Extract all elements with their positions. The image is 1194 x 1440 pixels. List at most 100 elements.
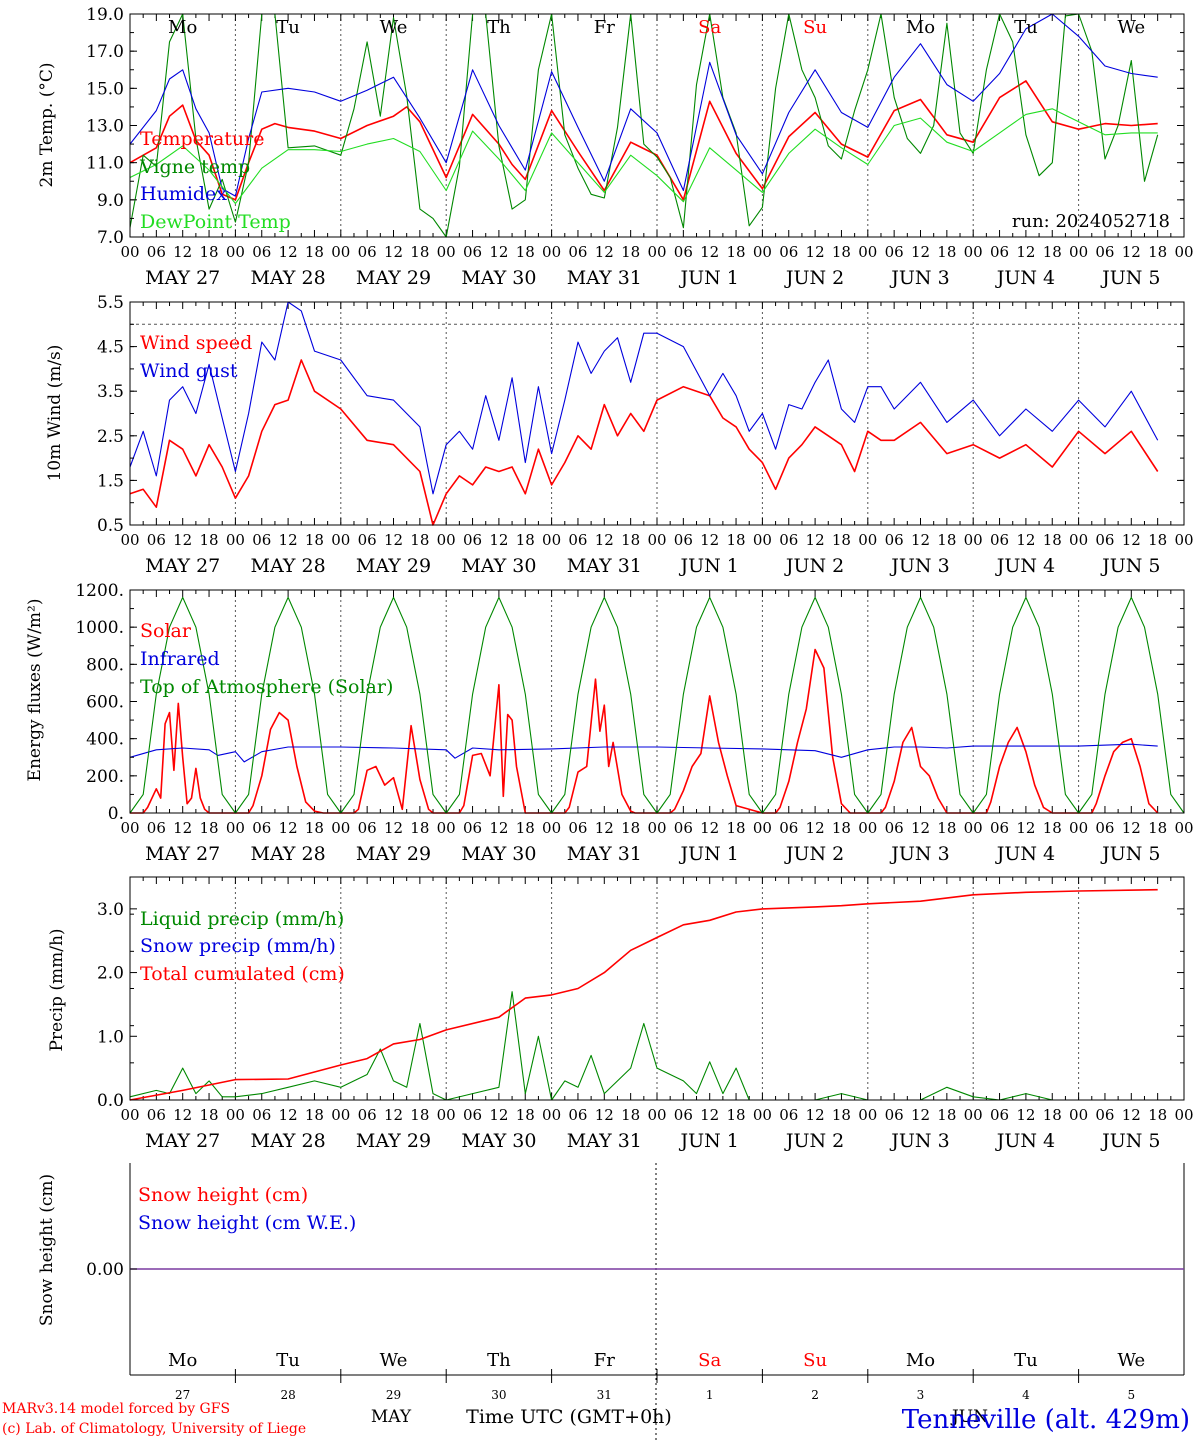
hour-tick-label: 12 <box>384 819 403 837</box>
hour-tick-label: 00 <box>964 243 983 261</box>
hour-tick-label: 12 <box>173 243 192 261</box>
hour-tick-label: 06 <box>674 243 693 261</box>
hour-tick-label: 12 <box>595 531 614 549</box>
date-label: JUN 3 <box>889 267 949 289</box>
date-label: JUN 2 <box>784 843 844 865</box>
hour-tick-label: 00 <box>331 243 350 261</box>
hour-tick-label: 06 <box>885 819 904 837</box>
hour-tick-label: 12 <box>384 1106 403 1124</box>
hour-tick-label: 18 <box>727 819 746 837</box>
hour-tick-label: 18 <box>305 1106 324 1124</box>
hour-tick-label: 00 <box>437 531 456 549</box>
hour-tick-label: 00 <box>753 1106 772 1124</box>
weekday-label: We <box>380 17 408 38</box>
temperature-ylabel: 2m Temp. (°C) <box>37 62 57 187</box>
hour-tick-label: 12 <box>806 1106 825 1124</box>
date-label: JUN 5 <box>1100 555 1160 577</box>
date-label: MAY 28 <box>251 555 326 577</box>
hour-tick-label: 06 <box>463 1106 482 1124</box>
hour-tick-label: 06 <box>1095 1106 1114 1124</box>
date-label: MAY 28 <box>251 267 326 289</box>
hour-tick-label: 18 <box>937 1106 956 1124</box>
hour-tick-label: 18 <box>516 243 535 261</box>
legend-toa-solar: Top of Atmosphere (Solar) <box>140 676 393 698</box>
date-label: MAY 30 <box>461 843 536 865</box>
y-tick-label: 3.5 <box>97 382 124 402</box>
y-tick-label: 15.0 <box>86 79 124 99</box>
date-label: MAY 31 <box>567 843 642 865</box>
y-tick-label: 13.0 <box>86 117 124 137</box>
y-tick-label: 0.5 <box>97 516 124 536</box>
hour-tick-label: 00 <box>647 531 666 549</box>
hour-tick-label: 00 <box>120 243 139 261</box>
hour-tick-label: 12 <box>700 819 719 837</box>
date-label: JUN 1 <box>679 843 739 865</box>
hour-tick-label: 00 <box>226 1106 245 1124</box>
hour-tick-label: 00 <box>753 243 772 261</box>
day-number-label: 28 <box>280 1388 295 1402</box>
wind-xaxis: 00 06 12 18 MAY 27 00 06 12 18 MAY 28 00 06 12 18 MAY … <box>120 531 1193 577</box>
hour-tick-label: 12 <box>1122 819 1141 837</box>
date-label: MAY 29 <box>356 843 431 865</box>
series-line-vigne-temp <box>129 13 1159 238</box>
y-tick-label: 800. <box>86 655 124 675</box>
weekday-label: Th <box>487 17 511 38</box>
hour-tick-label: 12 <box>1122 1106 1141 1124</box>
date-label: MAY 28 <box>251 843 326 865</box>
hour-tick-label: 06 <box>463 819 482 837</box>
hour-tick-label: 00 <box>437 819 456 837</box>
hour-tick-label: 00 <box>226 819 245 837</box>
weekday-label: Mo <box>906 17 935 38</box>
hour-tick-label: 18 <box>832 819 851 837</box>
hour-tick-label: 06 <box>358 1106 377 1124</box>
legend-humidex: Humidex <box>140 183 227 205</box>
hour-tick-label: 00 <box>120 819 139 837</box>
temperature-xaxis: 00 06 12 18 MAY 27 00 06 12 18 MAY 28 00 06 12 18 MAY … <box>120 243 1193 289</box>
date-label: MAY 31 <box>567 1130 642 1152</box>
y-tick-label: 5.5 <box>97 293 124 313</box>
hour-tick-label: 00 <box>1069 531 1088 549</box>
legend-wind-gust: Wind gust <box>140 360 238 382</box>
hour-tick-label: 06 <box>358 243 377 261</box>
weekday-label: Tu <box>1014 17 1038 38</box>
hour-tick-label: 00 <box>858 243 877 261</box>
hour-tick-label: 12 <box>911 819 930 837</box>
hour-tick-label: 00 <box>1174 819 1193 837</box>
legend-vigne-temp: Vigne temp <box>139 156 250 178</box>
date-label: MAY 29 <box>356 555 431 577</box>
hour-tick-label: 18 <box>410 819 429 837</box>
hour-tick-label: 00 <box>858 819 877 837</box>
series-line-wind-gust <box>129 301 1159 495</box>
hour-tick-label: 06 <box>147 819 166 837</box>
series-line-dewpoint-temp <box>129 108 1158 205</box>
hour-tick-label: 06 <box>990 531 1009 549</box>
wind-grid <box>129 302 1185 525</box>
hour-tick-label: 06 <box>990 243 1009 261</box>
hour-tick-label: 06 <box>358 819 377 837</box>
hour-tick-label: 12 <box>595 819 614 837</box>
hour-tick-label: 06 <box>463 531 482 549</box>
legend-dewpoint-temp: DewPoint Temp <box>140 211 291 233</box>
weekday-label: We <box>1117 17 1145 38</box>
temperature-lines <box>129 13 1159 238</box>
hour-tick-label: 06 <box>779 819 798 837</box>
hour-tick-label: 18 <box>516 531 535 549</box>
hour-tick-label: 00 <box>331 819 350 837</box>
series-line-total-cumulated-cm <box>129 888 1158 1101</box>
weekday-label: Mo <box>168 17 197 38</box>
hour-tick-label: 06 <box>568 243 587 261</box>
hour-tick-label: 06 <box>885 1106 904 1124</box>
hour-tick-label: 00 <box>226 243 245 261</box>
station-label: Tenneville (alt. 429m) <box>902 1405 1190 1435</box>
hour-tick-label: 06 <box>885 243 904 261</box>
hour-tick-label: 12 <box>1016 243 1035 261</box>
date-label: JUN 3 <box>889 843 949 865</box>
weekday-label: Fr <box>594 17 615 38</box>
hour-tick-label: 06 <box>568 819 587 837</box>
snow-ylabel: Snow height (cm) <box>37 1174 57 1326</box>
date-label: MAY 30 <box>461 267 536 289</box>
hour-tick-label: 12 <box>1016 531 1035 549</box>
hour-tick-label: 12 <box>173 531 192 549</box>
hour-tick-label: 00 <box>542 243 561 261</box>
hour-tick-label: 12 <box>489 819 508 837</box>
